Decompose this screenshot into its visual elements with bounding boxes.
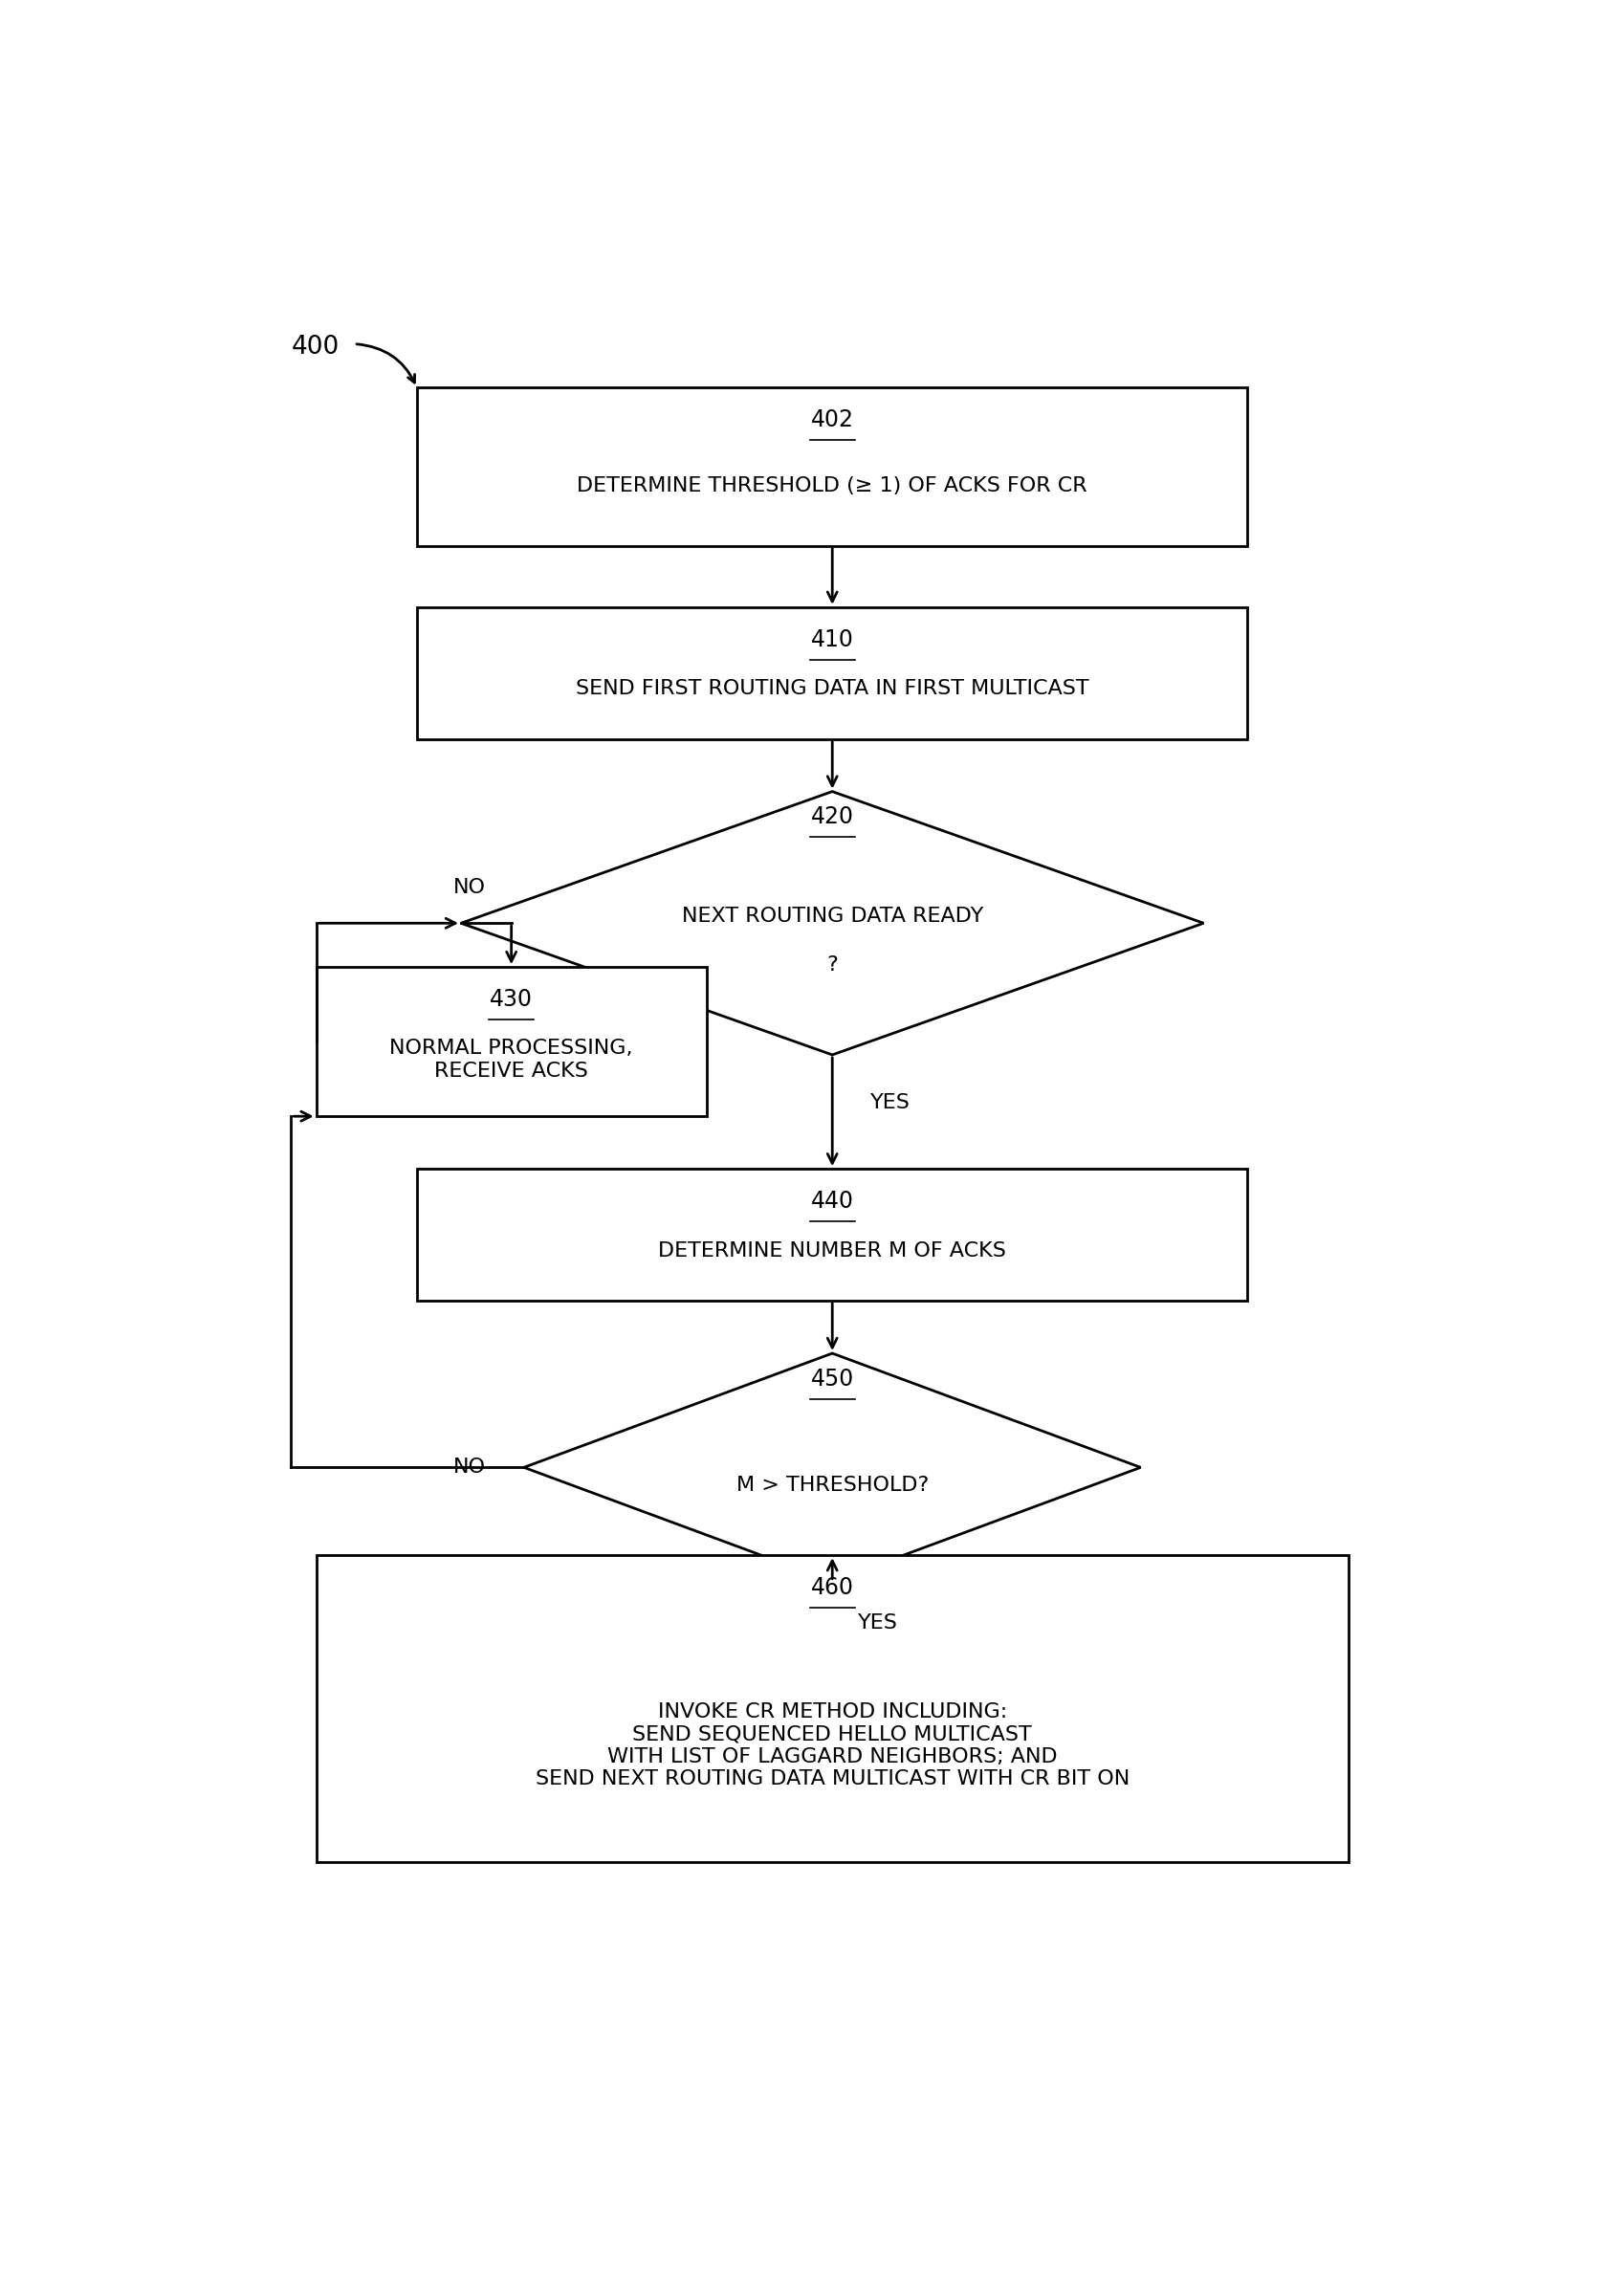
Text: SEND FIRST ROUTING DATA IN FIRST MULTICAST: SEND FIRST ROUTING DATA IN FIRST MULTICA…	[575, 679, 1090, 698]
Bar	[417, 388, 1247, 545]
Polygon shape	[461, 791, 1203, 1056]
Text: M > THRESHOLD?: M > THRESHOLD?	[736, 1475, 929, 1493]
Text: DETERMINE THRESHOLD (≥ 1) OF ACKS FOR CR: DETERMINE THRESHOLD (≥ 1) OF ACKS FOR CR	[577, 477, 1088, 495]
Text: 420: 420	[810, 805, 854, 828]
Text: 450: 450	[810, 1368, 854, 1391]
Text: 460: 460	[810, 1575, 854, 1598]
Bar	[317, 1555, 1348, 1863]
Text: 400: 400	[291, 335, 339, 360]
Text: NO: NO	[453, 1457, 486, 1477]
Text: 402: 402	[810, 408, 854, 431]
Bar	[317, 967, 706, 1117]
Text: DETERMINE NUMBER M OF ACKS: DETERMINE NUMBER M OF ACKS	[658, 1240, 1007, 1261]
Text: INVOKE CR METHOD INCLUDING:
SEND SEQUENCED HELLO MULTICAST
WITH LIST OF LAGGARD : INVOKE CR METHOD INCLUDING: SEND SEQUENC…	[536, 1703, 1129, 1788]
Bar	[417, 1170, 1247, 1300]
Text: NORMAL PROCESSING,
RECEIVE ACKS: NORMAL PROCESSING, RECEIVE ACKS	[390, 1040, 633, 1081]
Text: ?: ?	[827, 955, 838, 976]
Text: NEXT ROUTING DATA READY: NEXT ROUTING DATA READY	[682, 907, 983, 926]
Text: 440: 440	[810, 1190, 854, 1213]
Text: 410: 410	[810, 629, 854, 652]
Text: YES: YES	[857, 1614, 898, 1632]
Polygon shape	[525, 1354, 1140, 1582]
Text: NO: NO	[453, 878, 486, 896]
Text: YES: YES	[870, 1094, 909, 1113]
Bar	[417, 606, 1247, 739]
Text: 430: 430	[490, 987, 533, 1010]
